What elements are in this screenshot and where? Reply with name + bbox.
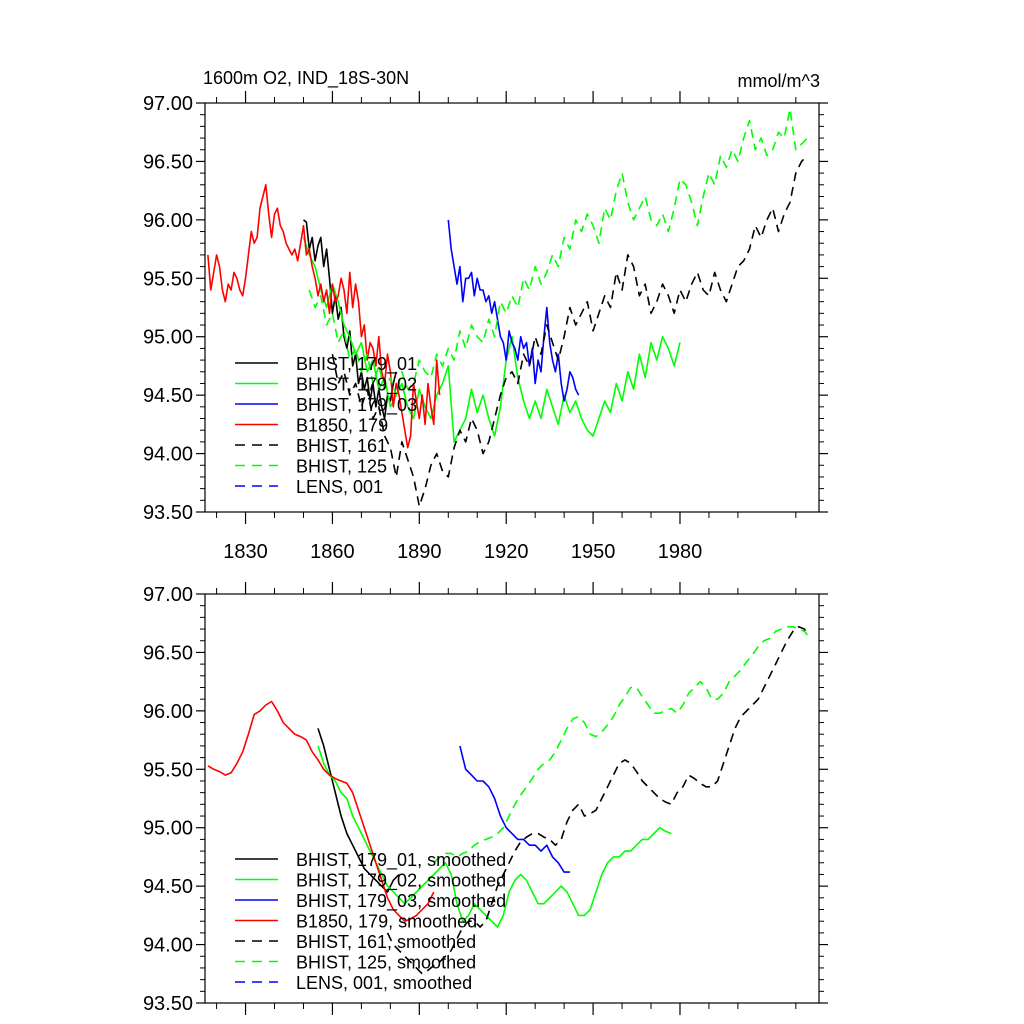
p1-ytick-label: 97.00: [143, 584, 193, 606]
p0-series-bhist-125: [308, 108, 808, 396]
p0-legend-label: B1850, 179: [296, 416, 388, 436]
p1-ytick-label: 93.50: [143, 993, 193, 1015]
p1-legend-label: B1850, 179, smoothed: [296, 912, 477, 932]
p1-legend-label: BHIST, 179_03, smoothed: [296, 891, 506, 912]
p0-ytick-label: 93.50: [143, 502, 193, 524]
p0-series-bhist-161: [331, 155, 808, 508]
p0-xtick-label: 1830: [223, 541, 268, 563]
bottom-panel: 93.50 94.00 94.50 95.00 95.50 96.00 96.50 97.00…: [143, 582, 828, 1015]
p0-xtick-label: 1920: [484, 541, 529, 563]
p1-ytick-label: 95.00: [143, 818, 193, 840]
p0-ytick-label: 96.00: [143, 210, 193, 232]
p0-legend-label: BHIST, 179_03: [296, 395, 417, 416]
p1-plot-frame: [204, 593, 820, 1004]
p0-ytick-label: 94.00: [143, 444, 193, 466]
p0-xtick-label: 1980: [658, 541, 703, 563]
p0-ytick-label: 97.00: [143, 93, 193, 115]
p0-series-b1850-179: [207, 184, 441, 449]
p1-ytick-label: 94.50: [143, 876, 193, 898]
p1-legend-label: BHIST, 179_02, smoothed: [296, 871, 506, 892]
p1-ytick-label: 94.00: [143, 935, 193, 957]
p0-plot-frame: [204, 102, 820, 513]
top-panel: 93.50 94.00 94.50 95.00 95.50 96.00 96.50 97.00…: [143, 91, 828, 563]
p0-legend-label: BHIST, 179_01: [296, 354, 417, 375]
p1-series-bhist-179-03-smoothed: [459, 745, 570, 873]
p1-series-b1850-179-smoothed: [207, 700, 435, 923]
units-label: mmol/m^3: [738, 71, 820, 91]
p0-legend-label: BHIST, 161: [296, 436, 387, 456]
p0-legend-label: BHIST, 125: [296, 457, 387, 477]
p0-ytick-label: 95.00: [143, 327, 193, 349]
p0-ytick-label: 94.50: [143, 385, 193, 407]
p0-legend-label: BHIST, 179_02: [296, 375, 417, 396]
p0-xtick-label: 1890: [397, 541, 442, 563]
p1-legend-label: BHIST, 179_01, smoothed: [296, 850, 506, 871]
p0-series-bhist-179-03: [447, 219, 580, 402]
p1-series-bhist-125-smoothed: [433, 625, 809, 864]
p0-xtick-label: 1950: [571, 541, 616, 563]
p0-series-bhist-179-01: [303, 219, 397, 420]
p1-ytick-label: 96.00: [143, 701, 193, 723]
p1-ytick-label: 95.50: [143, 759, 193, 781]
p1-legend-label: LENS, 001, smoothed: [296, 973, 472, 993]
p0-ytick-label: 95.50: [143, 268, 193, 290]
p1-legend-label: BHIST, 161, smoothed: [296, 932, 476, 952]
p0-ytick-label: 96.50: [143, 151, 193, 173]
p0-legend-label: LENS, 001: [296, 477, 383, 497]
p1-ytick-label: 96.50: [143, 642, 193, 664]
p1-legend-label: BHIST, 125, smoothed: [296, 953, 476, 973]
p0-xtick-label: 1860: [310, 541, 355, 563]
chart-title: 1600m O2, IND_18S-30N: [203, 68, 409, 89]
p1-series-bhist-161-smoothed: [386, 625, 809, 975]
